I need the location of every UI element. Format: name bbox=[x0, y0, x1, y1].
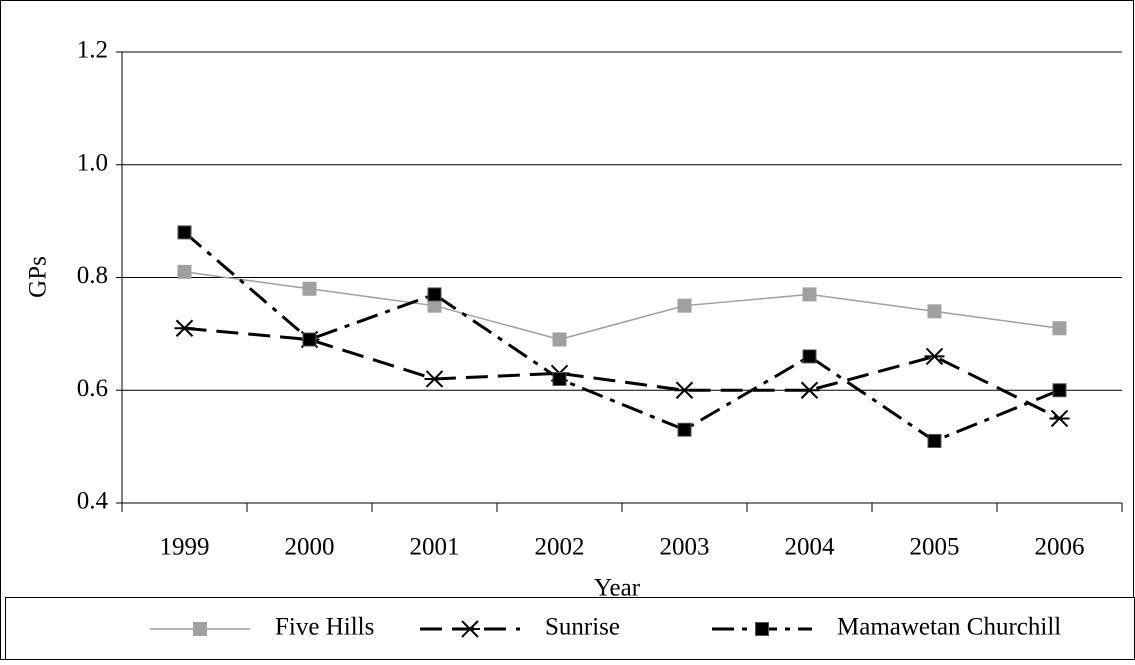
legend-label: Five Hills bbox=[275, 614, 374, 641]
y-tick-label: 1.2 bbox=[77, 37, 108, 64]
legend-label: Mamawetan Churchill bbox=[837, 614, 1061, 641]
y-tick-label: 0.8 bbox=[77, 262, 108, 289]
marker bbox=[193, 622, 207, 636]
marker bbox=[174, 319, 195, 337]
x-tick-label: 1999 bbox=[160, 534, 210, 561]
marker bbox=[424, 370, 445, 388]
marker bbox=[177, 225, 192, 240]
y-tick-label: 0.4 bbox=[77, 488, 109, 515]
marker bbox=[177, 264, 192, 279]
series-line bbox=[184, 271, 1060, 341]
marker bbox=[802, 349, 817, 364]
legend-label: Sunrise bbox=[545, 614, 620, 641]
x-axis-title: Year bbox=[594, 575, 641, 602]
marker bbox=[677, 298, 692, 313]
x-tick-label: 2003 bbox=[660, 534, 710, 561]
marker bbox=[927, 304, 942, 319]
marker bbox=[302, 281, 317, 296]
marker bbox=[674, 381, 695, 399]
marker bbox=[927, 433, 942, 448]
marker bbox=[1049, 409, 1070, 428]
x-tick-label: 2001 bbox=[410, 534, 460, 561]
x-tick-label: 2000 bbox=[285, 534, 335, 561]
x-tick-label: 2005 bbox=[910, 534, 960, 561]
marker bbox=[302, 332, 317, 347]
y-axis-title: GPs bbox=[25, 256, 52, 298]
y-tick-label: 1.0 bbox=[77, 149, 108, 176]
marker bbox=[802, 287, 817, 302]
marker bbox=[1052, 383, 1067, 398]
x-tick-label: 2002 bbox=[535, 534, 585, 561]
series-line bbox=[183, 231, 1061, 443]
x-tick-label: 2004 bbox=[785, 534, 836, 561]
marker bbox=[1052, 321, 1067, 336]
marker bbox=[460, 620, 480, 638]
series-line bbox=[184, 326, 1061, 420]
marker bbox=[755, 622, 769, 636]
marker bbox=[427, 287, 442, 302]
x-tick-label: 2006 bbox=[1035, 534, 1085, 561]
y-tick-label: 0.6 bbox=[77, 375, 108, 402]
marker bbox=[799, 381, 820, 399]
marker bbox=[677, 422, 692, 437]
marker bbox=[552, 371, 567, 386]
marker bbox=[552, 332, 567, 347]
marker bbox=[924, 347, 945, 366]
